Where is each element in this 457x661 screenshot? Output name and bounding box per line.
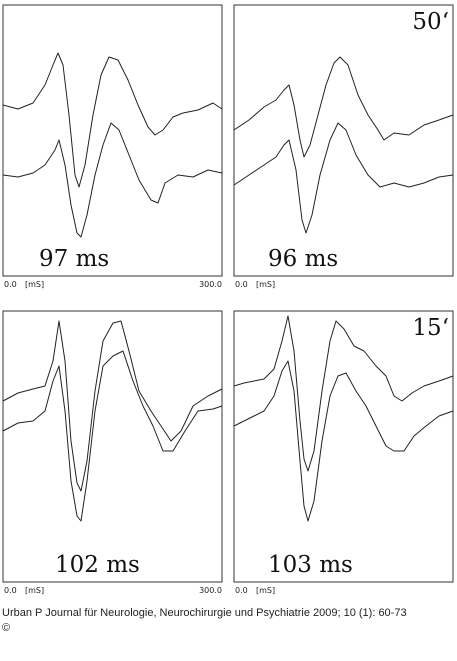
latency-label: 96 ms	[268, 246, 338, 272]
axis-unit: [mS]	[25, 280, 44, 289]
axis-start: 0.0	[235, 280, 248, 289]
axis-unit: [mS]	[256, 586, 275, 595]
panel: 102 ms 0.0 [mS] 300.0	[2, 310, 223, 595]
axis-start: 0.0	[4, 586, 17, 595]
panel-frame	[2, 310, 223, 583]
waveform	[233, 315, 454, 472]
waveform	[233, 360, 454, 522]
panel-frame	[2, 4, 223, 277]
axis-unit: [mS]	[25, 586, 44, 595]
waveform	[2, 320, 223, 492]
latency-label: 97 ms	[39, 246, 109, 272]
axis-start: 0.0	[235, 586, 248, 595]
caption-copyright: ©	[2, 622, 10, 634]
waveform	[233, 56, 454, 158]
time-label: 15‘	[412, 315, 449, 341]
latency-label: 103 ms	[268, 552, 353, 578]
waveform	[2, 52, 223, 188]
waveform	[233, 122, 454, 234]
axis-unit: [mS]	[256, 280, 275, 289]
panel: 97 ms 0.0 [mS] 300.0	[2, 4, 223, 289]
waveform	[2, 350, 223, 522]
panel-frame	[233, 310, 454, 583]
axis-end: 300.0	[199, 586, 222, 595]
waveform	[2, 122, 223, 238]
axis-start: 0.0	[4, 280, 17, 289]
caption-source: Urban P Journal für Neurologie, Neurochi…	[2, 607, 407, 619]
panel: 96 ms 50‘ 0.0 [mS]	[233, 4, 454, 289]
time-label: 50‘	[412, 9, 449, 35]
axis-end: 300.0	[199, 280, 222, 289]
panel: 103 ms 15‘ 0.0 [mS]	[233, 310, 454, 595]
panel-frame	[233, 4, 454, 277]
latency-label: 102 ms	[55, 552, 140, 578]
